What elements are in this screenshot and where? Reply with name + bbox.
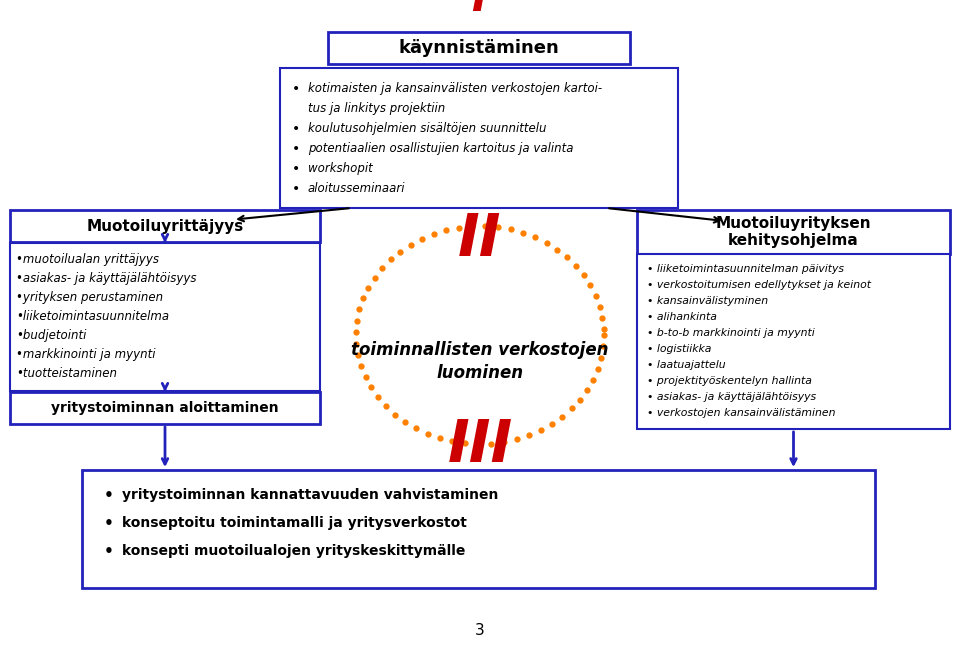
Bar xyxy=(637,210,950,254)
Text: 3: 3 xyxy=(475,623,485,638)
Text: •muotoilualan yrittäjyys: •muotoilualan yrittäjyys xyxy=(16,253,159,266)
Text: Muotoiluyrityksen
kehitysohjelma: Muotoiluyrityksen kehitysohjelma xyxy=(716,215,872,248)
Text: yritystoiminnan aloittaminen: yritystoiminnan aloittaminen xyxy=(51,401,278,415)
Text: • logistiikka: • logistiikka xyxy=(647,344,711,354)
Text: II: II xyxy=(458,212,502,268)
Text: •: • xyxy=(292,182,300,196)
Text: yritystoiminnan kannattavuuden vahvistaminen: yritystoiminnan kannattavuuden vahvistam… xyxy=(122,488,498,502)
Text: •markkinointi ja myynti: •markkinointi ja myynti xyxy=(16,348,156,361)
Text: •: • xyxy=(104,516,114,531)
Text: luominen: luominen xyxy=(437,364,523,382)
Text: •yrityksen perustaminen: •yrityksen perustaminen xyxy=(16,291,163,304)
Text: III: III xyxy=(447,417,513,473)
Bar xyxy=(82,470,875,588)
Bar xyxy=(10,392,320,424)
Text: •: • xyxy=(104,544,114,559)
Text: •: • xyxy=(292,162,300,176)
Bar xyxy=(280,68,678,208)
Text: •budjetointi: •budjetointi xyxy=(16,329,86,342)
Text: •: • xyxy=(292,122,300,136)
Text: potentiaalien osallistujien kartoitus ja valinta: potentiaalien osallistujien kartoitus ja… xyxy=(308,142,573,155)
Bar xyxy=(10,243,320,391)
Text: •liiketoimintasuunnitelma: •liiketoimintasuunnitelma xyxy=(16,310,169,323)
Text: • alihankinta: • alihankinta xyxy=(647,312,717,322)
Text: I: I xyxy=(471,0,487,20)
Text: workshopit: workshopit xyxy=(308,162,372,175)
Text: konsepti muotoilualojen yrityskeskittymälle: konsepti muotoilualojen yrityskeskittymä… xyxy=(122,544,466,558)
Text: •: • xyxy=(104,488,114,503)
Text: • b-to-b markkinointi ja myynti: • b-to-b markkinointi ja myynti xyxy=(647,328,815,338)
Text: • liiketoimintasuunnitelman päivitys: • liiketoimintasuunnitelman päivitys xyxy=(647,264,844,274)
Text: •tuotteistaminen: •tuotteistaminen xyxy=(16,367,117,380)
Text: • asiakas- ja käyttäjälähtöisyys: • asiakas- ja käyttäjälähtöisyys xyxy=(647,392,816,402)
Text: • kansainvälistyminen: • kansainvälistyminen xyxy=(647,296,768,306)
Text: •: • xyxy=(292,142,300,156)
Text: Muotoiluyrittäjyys: Muotoiluyrittäjyys xyxy=(86,219,244,234)
Bar xyxy=(637,254,950,429)
Text: toiminnallisten verkostojen: toiminnallisten verkostojen xyxy=(351,341,609,359)
Text: • projektityöskentelyn hallinta: • projektityöskentelyn hallinta xyxy=(647,376,812,386)
Bar xyxy=(10,210,320,242)
Text: • laatuajattelu: • laatuajattelu xyxy=(647,360,726,370)
Bar xyxy=(328,32,630,64)
Text: kotimaisten ja kansainvälisten verkostojen kartoi-: kotimaisten ja kansainvälisten verkostoj… xyxy=(308,82,602,95)
Text: käynnistäminen: käynnistäminen xyxy=(398,39,560,57)
Text: koulutusohjelmien sisältöjen suunnittelu: koulutusohjelmien sisältöjen suunnittelu xyxy=(308,122,546,135)
Text: •: • xyxy=(292,82,300,96)
Text: tus ja linkitys projektiin: tus ja linkitys projektiin xyxy=(308,102,445,115)
Text: •asiakas- ja käyttäjälähtöisyys: •asiakas- ja käyttäjälähtöisyys xyxy=(16,272,197,285)
Text: aloitusseminaari: aloitusseminaari xyxy=(308,182,405,195)
Text: konseptoitu toimintamalli ja yritysverkostot: konseptoitu toimintamalli ja yritysverko… xyxy=(122,516,467,530)
Text: • verkostojen kansainvälistäminen: • verkostojen kansainvälistäminen xyxy=(647,408,835,418)
Text: • verkostoitumisen edellytykset ja keinot: • verkostoitumisen edellytykset ja keino… xyxy=(647,280,871,290)
